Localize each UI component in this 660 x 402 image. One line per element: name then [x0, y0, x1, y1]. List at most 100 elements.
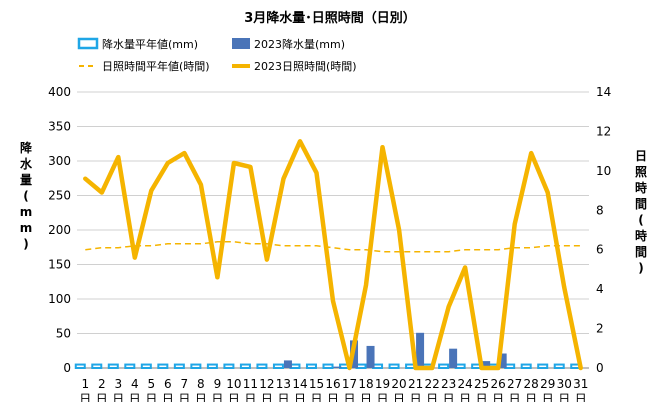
normal-rain-bar — [223, 363, 235, 369]
normal-rain-bar — [537, 363, 549, 369]
right-axis-label-char: 日 — [635, 149, 647, 163]
right-tick-label: 14 — [596, 85, 611, 99]
right-tick-label: 0 — [596, 361, 604, 375]
rain-2023-bar — [498, 353, 507, 368]
x-tick-suffix: 日 — [178, 392, 190, 402]
x-tick-suffix: 日 — [294, 392, 306, 402]
x-tick-label: 6 — [164, 377, 172, 391]
x-tick-suffix: 日 — [558, 392, 570, 402]
x-tick-label: 25 — [474, 377, 489, 391]
normal-rain-bar — [190, 363, 202, 369]
rain-2023-bar — [416, 332, 425, 368]
x-tick-suffix: 日 — [459, 392, 471, 402]
x-tick-label: 29 — [540, 377, 555, 391]
right-axis-label-char: ) — [638, 261, 643, 275]
x-tick-suffix: 日 — [129, 392, 141, 402]
normal-rain-bar — [256, 363, 268, 369]
axis-labels: 降水量(mm)日照時間(時間) — [20, 140, 647, 275]
legend-label-2023-sunshine: 2023日照時間(時間) — [254, 60, 357, 73]
rain-2023-bar — [449, 348, 458, 368]
x-axis-ticks: 1日2日3日4日5日6日7日8日9日10日11日12日13日14日15日16日1… — [79, 377, 588, 402]
rain-2023-bar — [366, 345, 375, 368]
legend: 降水量平年値(mm) 2023降水量(mm) 日照時間平年値(時間) 2023日… — [77, 37, 357, 73]
x-tick-label: 12 — [259, 377, 274, 391]
left-tick-label: 0 — [63, 361, 71, 375]
x-tick-suffix: 日 — [79, 392, 91, 402]
x-tick-suffix: 日 — [492, 392, 504, 402]
left-tick-label: 250 — [48, 189, 71, 203]
normal-rain-bar — [239, 363, 251, 369]
chart-title: 3月降水量･日照時間（日別） — [244, 10, 416, 26]
x-tick-label: 4 — [131, 377, 139, 391]
x-tick-label: 9 — [214, 377, 222, 391]
x-tick-suffix: 日 — [112, 392, 124, 402]
x-tick-label: 15 — [309, 377, 324, 391]
right-axis-label-char: 時 — [635, 180, 647, 195]
left-axis-label-char: 量 — [20, 173, 32, 187]
x-tick-label: 1 — [81, 377, 89, 391]
x-tick-label: 16 — [325, 377, 340, 391]
right-axis-label-char: 照 — [635, 164, 647, 179]
left-axis-label-char: m — [20, 221, 33, 235]
x-tick-suffix: 日 — [244, 392, 256, 402]
x-tick-label: 7 — [181, 377, 189, 391]
legend-swatch-2023-rain — [232, 38, 250, 49]
left-axis-label-char: m — [20, 205, 33, 219]
left-axis-label-char: ( — [23, 189, 28, 203]
left-tick-label: 50 — [56, 327, 71, 341]
x-tick-label: 26 — [491, 377, 506, 391]
left-tick-label: 100 — [48, 292, 71, 306]
rain-2023-bar — [333, 366, 342, 368]
x-tick-suffix: 日 — [575, 392, 587, 402]
x-tick-suffix: 日 — [344, 392, 356, 402]
legend-swatch-normal-rain — [77, 37, 99, 50]
x-tick-suffix: 日 — [162, 392, 174, 402]
left-axis-label-char: ) — [23, 237, 28, 251]
normal-rain-bar — [438, 363, 450, 369]
right-axis-label-char: ( — [638, 213, 643, 227]
x-tick-suffix: 日 — [542, 392, 554, 402]
x-tick-label: 30 — [557, 377, 572, 391]
normal-rain-bar — [107, 363, 119, 369]
normal-rain-bar — [305, 363, 317, 369]
normal-rain-bar — [206, 363, 218, 369]
x-tick-suffix: 日 — [410, 392, 422, 402]
x-tick-label: 2 — [98, 377, 106, 391]
x-tick-label: 19 — [375, 377, 390, 391]
x-tick-label: 3 — [114, 377, 122, 391]
legend-label-2023-rain: 2023降水量(mm) — [254, 37, 345, 51]
normal-rain-bar — [553, 363, 565, 369]
x-tick-label: 20 — [391, 377, 406, 391]
sunshine-2023-line — [83, 139, 583, 371]
x-tick-label: 18 — [358, 377, 373, 391]
x-tick-label: 28 — [524, 377, 539, 391]
normal-rain-bar — [173, 363, 185, 369]
right-tick-label: 8 — [596, 203, 604, 217]
right-axis-label-char: 間 — [635, 197, 647, 211]
normal-rain-bar — [91, 363, 103, 369]
normal-rain-bar — [520, 363, 532, 369]
left-tick-label: 300 — [48, 154, 71, 168]
rain-2023-bar — [482, 361, 491, 368]
right-tick-label: 12 — [596, 124, 611, 138]
x-tick-suffix: 日 — [525, 392, 537, 402]
x-tick-label: 10 — [226, 377, 241, 391]
normal-rain-bar — [74, 363, 86, 369]
x-tick-suffix: 日 — [261, 392, 273, 402]
x-tick-suffix: 日 — [195, 392, 207, 402]
normal-rain-bar — [388, 363, 400, 369]
x-tick-label: 13 — [276, 377, 291, 391]
x-tick-label: 23 — [441, 377, 456, 391]
normal-rain-bar — [157, 363, 169, 369]
x-tick-suffix: 日 — [360, 392, 372, 402]
right-tick-label: 4 — [596, 282, 604, 296]
x-tick-suffix: 日 — [145, 392, 157, 402]
left-tick-label: 400 — [48, 85, 71, 99]
normal-rain-bar — [272, 363, 284, 369]
right-tick-label: 2 — [596, 322, 604, 336]
rain-2023-bar — [283, 360, 292, 368]
normal-rain-bar — [124, 363, 136, 369]
right-axis-label-char: 時 — [635, 228, 647, 243]
normal-rain-bar — [140, 363, 152, 369]
